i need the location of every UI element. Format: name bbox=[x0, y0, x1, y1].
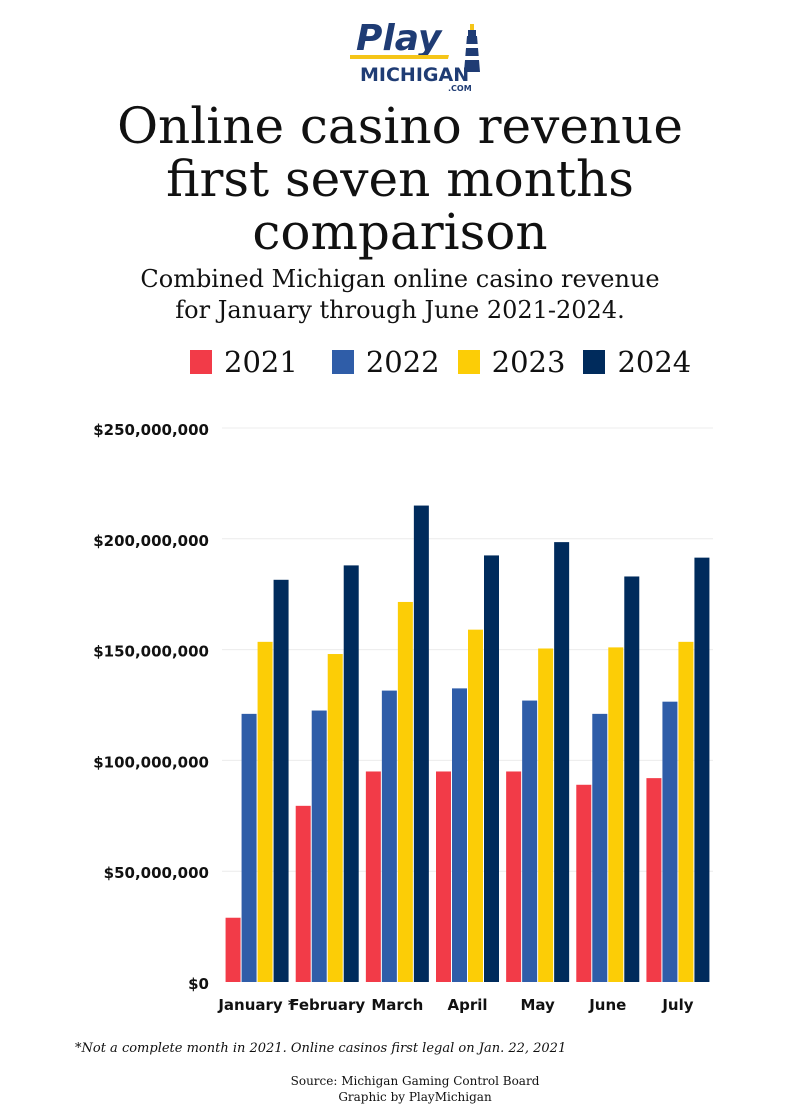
y-tick-label: $250,000,000 bbox=[93, 421, 209, 439]
y-tick-label: $150,000,000 bbox=[93, 643, 209, 661]
y-tick-label: $0 bbox=[188, 975, 209, 993]
bar-2023 bbox=[468, 629, 483, 982]
graphic-credit-line: Graphic by PlayMichigan bbox=[338, 1090, 492, 1104]
chart-subtitle: Combined Michigan online casino revenue … bbox=[0, 264, 800, 326]
bar-2021 bbox=[646, 778, 662, 982]
lighthouse-icon bbox=[464, 24, 480, 72]
bar-chart: $0 $50,000,000 $100,000,000 $150,000,000 $20… bbox=[93, 421, 713, 1014]
bar-2021 bbox=[365, 771, 381, 982]
legend-swatch-2022 bbox=[331, 350, 354, 374]
subtitle-line-1: Combined Michigan online casino revenue bbox=[140, 265, 660, 293]
legend-swatch-2024 bbox=[583, 350, 606, 374]
legend-label-2023: 2023 bbox=[491, 345, 566, 379]
legend-label-2021: 2021 bbox=[224, 345, 298, 379]
bar-2021 bbox=[506, 771, 522, 982]
chart-title: Online casino revenue first seven months… bbox=[0, 100, 800, 259]
legend-item-2022: 2022 bbox=[331, 345, 440, 379]
y-tick-label: $200,000,000 bbox=[93, 532, 209, 550]
bar-2021 bbox=[436, 771, 451, 982]
bar-2022 bbox=[311, 710, 327, 982]
legend-item-2021: 2021 bbox=[190, 345, 298, 379]
bar-2022 bbox=[662, 701, 678, 982]
x-tick-label: April bbox=[447, 996, 487, 1014]
source-credit: Source: Michigan Gaming Control Board Gr… bbox=[0, 1073, 800, 1105]
x-tick-label: March bbox=[371, 996, 423, 1014]
bar-2023 bbox=[678, 641, 694, 982]
subtitle-line-2: for January through June 2021-2024. bbox=[175, 296, 625, 324]
bar-2023 bbox=[327, 654, 343, 982]
y-tick-label: $50,000,000 bbox=[104, 864, 209, 882]
bar-2022 bbox=[452, 688, 467, 982]
bar-2022 bbox=[522, 700, 538, 982]
x-tick-label: May bbox=[520, 996, 555, 1014]
bar-2024 bbox=[624, 576, 640, 982]
bar-2022 bbox=[241, 713, 257, 982]
x-tick-label: July bbox=[661, 996, 693, 1014]
legend-item-2024: 2024 bbox=[583, 345, 691, 379]
logo-stripe bbox=[350, 55, 450, 59]
chart-title-text: Online casino revenue first seven months… bbox=[117, 97, 683, 261]
source-line: Source: Michigan Gaming Control Board bbox=[290, 1074, 540, 1088]
bar-2024 bbox=[343, 565, 359, 982]
y-tick-label: $100,000,000 bbox=[93, 753, 209, 771]
bar-2022 bbox=[381, 690, 397, 982]
bar-2021 bbox=[576, 784, 592, 982]
legend-label-2022: 2022 bbox=[365, 345, 440, 379]
x-tick-label: February bbox=[289, 996, 365, 1014]
playmichigan-logo: Play MICHIGAN .COM bbox=[350, 18, 480, 93]
x-tick-label: June bbox=[588, 996, 626, 1014]
logo-word-michigan: MICHIGAN bbox=[360, 64, 469, 86]
bar-2024 bbox=[413, 505, 429, 982]
bar-2023 bbox=[538, 648, 554, 982]
bar-2024 bbox=[484, 555, 499, 982]
legend-item-2023: 2023 bbox=[457, 345, 566, 379]
x-tick-label: January * bbox=[217, 996, 296, 1014]
legend: 2021 2022 2023 2024 bbox=[190, 345, 709, 379]
bar-2022 bbox=[592, 713, 608, 982]
bar-2024 bbox=[273, 579, 289, 982]
legend-label-2024: 2024 bbox=[617, 345, 692, 379]
bar-2023 bbox=[608, 647, 624, 982]
bar-2021 bbox=[295, 805, 311, 982]
bar-2021 bbox=[225, 917, 241, 982]
bar-2024 bbox=[694, 557, 710, 982]
legend-swatch-2023 bbox=[457, 350, 480, 374]
logo-suffix: .COM bbox=[448, 84, 472, 93]
bar-2023 bbox=[397, 601, 413, 982]
logo-word-play: Play bbox=[356, 18, 443, 59]
bar-2024 bbox=[554, 542, 570, 982]
footnote: *Not a complete month in 2021. Online ca… bbox=[75, 1041, 567, 1056]
legend-swatch-2021 bbox=[190, 350, 212, 374]
bar-2023 bbox=[257, 641, 273, 982]
